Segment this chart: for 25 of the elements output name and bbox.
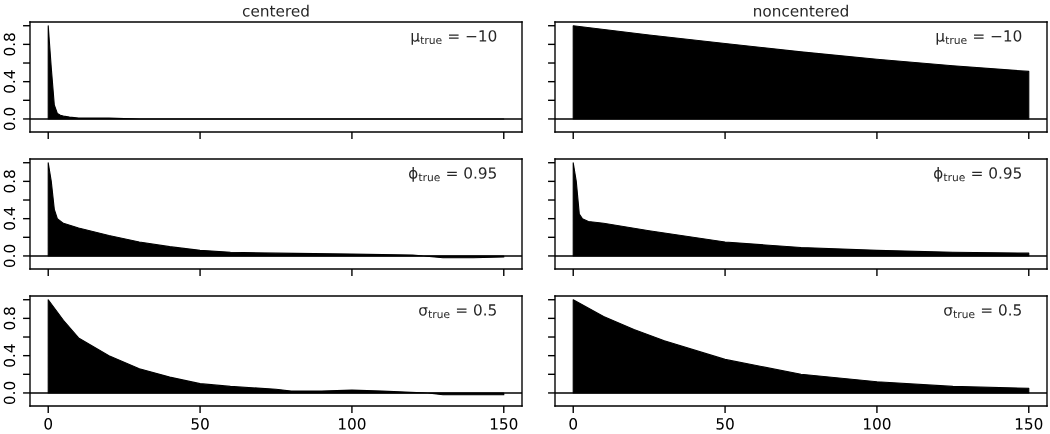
- annotation: ϕ$_{true}$ = 0.95: [934, 166, 1021, 182]
- x-tick-label: 0: [44, 418, 53, 430]
- y-tick-label: 0.0: [3, 107, 16, 131]
- annotation: σ$_{true}$ = 0.5: [419, 304, 496, 319]
- chart-title: centered: [242, 4, 309, 17]
- x-tick-label: 50: [191, 418, 209, 430]
- y-tick-label: 0.0: [3, 244, 16, 268]
- y-tick-label: 0.4: [3, 70, 16, 93]
- y-tick-label: 0.8: [3, 170, 16, 193]
- y-tick-label: 0.8: [3, 33, 16, 56]
- annotation: μ$_{true}$ = −10: [411, 30, 497, 45]
- x-tick-label: 150: [1015, 418, 1043, 430]
- annotation: σ$_{true}$ = 0.5: [944, 304, 1021, 319]
- y-tick-label: 0.8: [3, 307, 16, 330]
- chart-title: noncentered: [754, 4, 848, 17]
- x-tick-label: 100: [339, 418, 366, 430]
- x-tick-label: 100: [864, 418, 891, 430]
- annotation: μ$_{true}$ = −10: [936, 30, 1022, 45]
- x-tick-label: 0: [569, 418, 578, 430]
- y-tick-label: 0.0: [3, 381, 16, 405]
- y-tick-label: 0.4: [3, 207, 16, 230]
- annotation: ϕ$_{true}$ = 0.95: [409, 166, 496, 182]
- x-tick-label: 50: [716, 418, 734, 430]
- x-tick-label: 150: [490, 418, 518, 430]
- y-tick-label: 0.4: [3, 344, 16, 367]
